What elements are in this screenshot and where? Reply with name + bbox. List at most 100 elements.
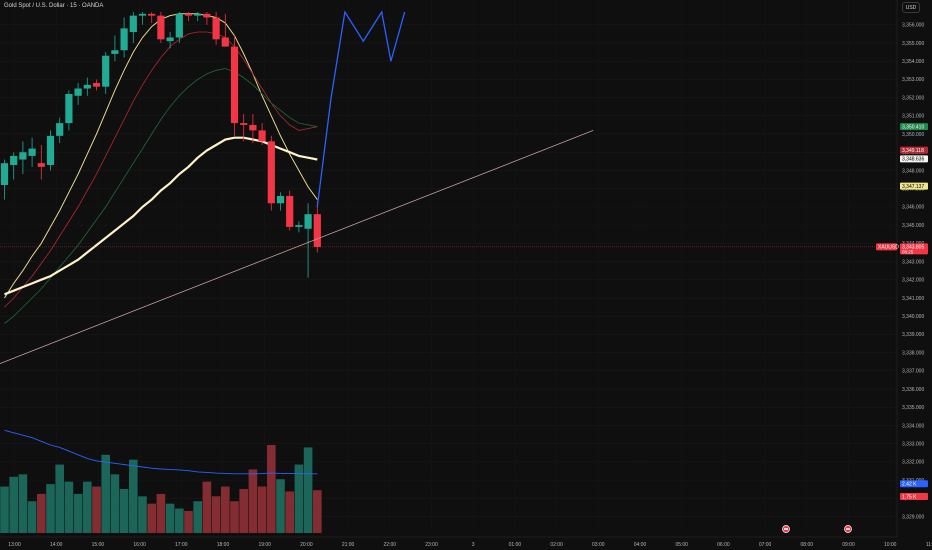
price-axis-background: [897, 0, 932, 537]
volume-bar: [276, 479, 285, 533]
volume-bar: [239, 489, 248, 533]
volume-bar: [119, 489, 129, 533]
time-axis-label: 02:00: [550, 542, 563, 548]
price-axis-label: 3,345.000: [902, 223, 924, 229]
price-axis-label: 3,354.000: [902, 59, 924, 65]
ema-50-tag-text: 3,349.118: [902, 148, 924, 154]
volume-bar: [230, 501, 239, 533]
candle-body: [102, 55, 110, 87]
time-axis-label: 06:00: [717, 542, 730, 548]
candle-body: [276, 195, 285, 204]
ema-100-tag: 3,348.636: [900, 155, 928, 163]
time-axis-label: 03:00: [592, 542, 605, 548]
candle-body: [157, 15, 165, 40]
price-axis-label: 3,335.000: [902, 405, 924, 411]
candle-body: [221, 37, 229, 47]
volume-bar: [303, 447, 313, 533]
candle-body: [56, 123, 64, 136]
moving-averages: [4, 13, 318, 324]
volume-bar: [27, 501, 37, 533]
event-marker-bar: [846, 528, 850, 530]
volume-bar: [248, 469, 258, 533]
time-axis[interactable]: 13:00 14:00 15:00 16:00 17:00 18:00 19:00 20:00…: [0, 525, 932, 549]
volume-bar: [184, 511, 193, 533]
candle-body: [120, 28, 128, 51]
volume-bar: [193, 501, 202, 533]
volume-bar: [129, 459, 138, 533]
price-axis[interactable]: 3,356.000 3,355.000 3,354.000 3,353.000 3,35…: [876, 0, 932, 537]
chart-title: Gold Spot / U.S. Dollar · 15 · OANDA: [4, 3, 104, 9]
volume-bar: [46, 484, 55, 533]
price-axis-label: 3,338.000: [902, 350, 924, 356]
time-axis-label: 17:00: [175, 542, 188, 548]
ema-100-tag-bg: [900, 155, 928, 163]
price-axis-label: 3,337.000: [902, 369, 924, 375]
time-axis-label: 08:00: [801, 542, 814, 548]
volume-tag: 1.75 K: [900, 493, 928, 500]
symbol-label-text: XAUUSD: [878, 245, 899, 251]
volume-ma-line: [4, 429, 318, 475]
volume-bar: [83, 481, 92, 533]
drawings[interactable]: [0, 10, 897, 365]
time-axis-label: 14:00: [50, 542, 63, 548]
volume-bar: [202, 481, 212, 533]
volume-bar: [64, 481, 74, 533]
volume-histogram: [0, 429, 322, 533]
ema-200-tag-text: 3,347.137: [902, 184, 924, 190]
last-price-tag-text: 3,343.805: [902, 245, 924, 251]
trendline-drawing[interactable]: [0, 130, 594, 365]
candle-body: [83, 84, 91, 89]
candles: [0, 12, 321, 278]
volume-bar: [0, 486, 9, 533]
volume-tag-text: 1.75 K: [902, 494, 917, 500]
ema-20-tag-text: 3,350.410: [902, 124, 924, 130]
economic-event-icon[interactable]: [844, 525, 852, 533]
price-axis-label: 3,341.000: [902, 296, 924, 302]
volume-bar: [55, 464, 64, 533]
time-axis-label: 23:00: [425, 542, 438, 548]
last-price-tag-countdown: 08:25: [902, 249, 914, 254]
time-axis-label: 07:00: [759, 542, 772, 548]
volume-bar: [285, 491, 294, 533]
price-axis-label: 3,332.000: [902, 460, 924, 466]
candle-body: [258, 130, 266, 142]
volume-bar: [110, 474, 120, 533]
volume-bar: [37, 493, 46, 533]
time-axis-label: 20:00: [300, 542, 313, 548]
candle-body: [212, 17, 220, 40]
time-axis-label: 05:00: [675, 542, 688, 548]
candle-body: [230, 46, 239, 124]
candle-body: [111, 50, 119, 54]
candle-body: [249, 124, 257, 131]
price-axis-label: 3,348.000: [902, 168, 924, 174]
price-axis-label: 3,350.000: [902, 132, 924, 138]
price-axis-label: 3,329.000: [902, 514, 924, 520]
time-axis-label: 13:00: [8, 542, 21, 548]
price-axis-label: 3,334.000: [902, 423, 924, 429]
ema-200-tag: 3,347.137: [900, 182, 928, 190]
volume-bar: [73, 493, 83, 533]
event-marker-bar: [784, 528, 788, 530]
time-axis-label: 18:00: [217, 542, 230, 548]
candle-body: [138, 13, 147, 16]
time-axis-label: 11:00: [926, 542, 932, 548]
price-axis-label: 3,356.000: [902, 23, 924, 29]
currency-button[interactable]: USD: [902, 2, 920, 13]
time-axis-label: 21:00: [342, 542, 355, 548]
ema-long-line: [4, 136, 318, 296]
price-axis-label: 3,352.000: [902, 95, 924, 101]
grid: [0, 24, 897, 517]
volume-bar: [267, 445, 276, 533]
candle-body: [313, 214, 321, 247]
candle-body: [0, 163, 9, 186]
candle-body: [184, 13, 193, 16]
volume-bar: [101, 454, 110, 533]
economic-event-icon[interactable]: [782, 525, 790, 533]
projection-path-drawing[interactable]: [316, 10, 406, 207]
price-axis-label: 3,351.000: [902, 114, 924, 120]
volume-bar: [156, 493, 166, 533]
price-axis-label: 3,346.000: [902, 205, 924, 211]
candle-body: [304, 214, 312, 229]
volume-bar: [257, 486, 267, 533]
